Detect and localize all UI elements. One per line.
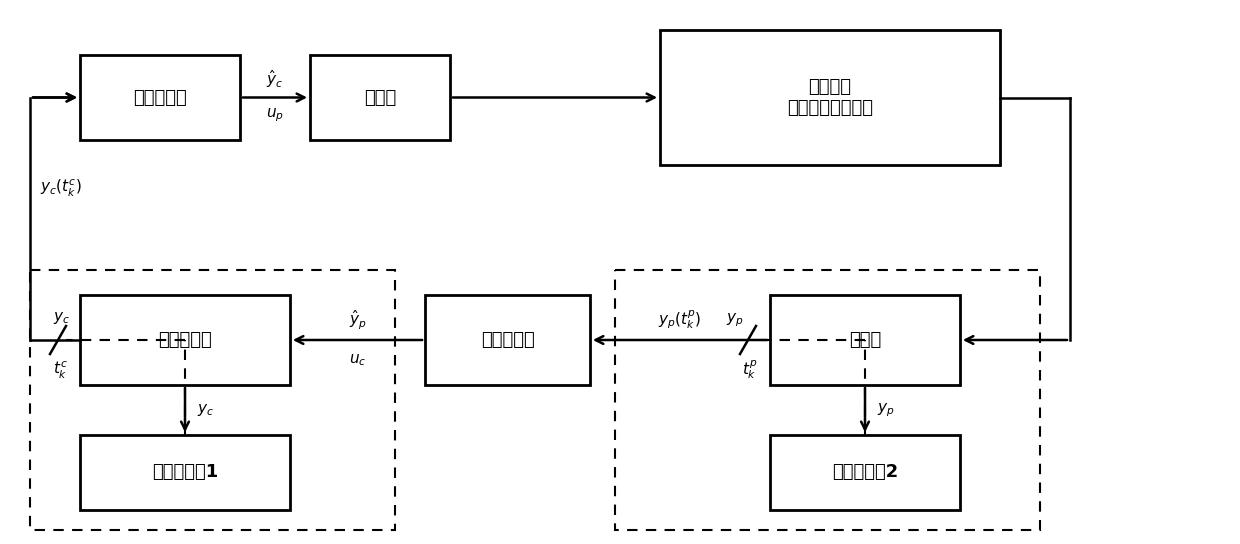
- Text: $t_k^p$: $t_k^p$: [743, 358, 758, 381]
- Text: $\hat{y}_c$: $\hat{y}_c$: [267, 69, 284, 90]
- Bar: [30, 270, 396, 530]
- Text: 零阶保持器: 零阶保持器: [133, 89, 187, 107]
- Text: $y_c$: $y_c$: [53, 310, 71, 326]
- Text: 事件发生器1: 事件发生器1: [151, 463, 218, 481]
- Text: $u_p$: $u_p$: [267, 107, 284, 124]
- Text: 零阶保持器: 零阶保持器: [481, 331, 534, 349]
- Text: $y_p$: $y_p$: [877, 401, 894, 419]
- Bar: [660, 30, 999, 165]
- Bar: [770, 435, 960, 510]
- Text: 执行器: 执行器: [363, 89, 396, 107]
- Bar: [310, 55, 450, 140]
- Text: $y_p$: $y_p$: [727, 311, 744, 329]
- Text: $y_p(t_k^p)$: $y_p(t_k^p)$: [658, 308, 702, 331]
- Bar: [81, 55, 241, 140]
- Bar: [770, 295, 960, 385]
- Text: $y_c(t_k^c)$: $y_c(t_k^c)$: [40, 178, 82, 199]
- Bar: [425, 295, 590, 385]
- Text: 动态控制器: 动态控制器: [159, 331, 212, 349]
- Bar: [81, 435, 290, 510]
- Text: $u_c$: $u_c$: [348, 352, 366, 368]
- Bar: [81, 295, 290, 385]
- Text: $\hat{y}_p$: $\hat{y}_p$: [348, 308, 366, 332]
- Text: $y_c$: $y_c$: [197, 402, 215, 418]
- Text: 事件发生器2: 事件发生器2: [832, 463, 898, 481]
- Bar: [615, 270, 1040, 530]
- Text: 传感器: 传感器: [849, 331, 882, 349]
- Text: 被控对象
（线性切换系统）: 被控对象 （线性切换系统）: [787, 78, 873, 117]
- Text: $t_k^c$: $t_k^c$: [52, 360, 67, 381]
